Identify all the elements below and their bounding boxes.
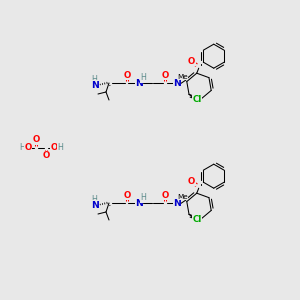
- Text: O: O: [42, 152, 50, 160]
- Text: N: N: [135, 199, 143, 208]
- Text: O: O: [161, 70, 169, 80]
- Text: H: H: [140, 194, 146, 202]
- Text: Cl: Cl: [192, 215, 202, 224]
- Text: N: N: [135, 79, 143, 88]
- Text: .: .: [108, 78, 112, 88]
- Text: H: H: [91, 196, 97, 205]
- Text: O: O: [161, 190, 169, 200]
- Text: N: N: [91, 200, 99, 209]
- Text: .: .: [108, 198, 112, 208]
- Text: Cl: Cl: [192, 95, 202, 104]
- Text: O: O: [123, 190, 130, 200]
- Text: O: O: [123, 70, 130, 80]
- Text: N: N: [91, 80, 99, 89]
- Text: O: O: [188, 177, 195, 186]
- Text: H: H: [19, 143, 25, 152]
- Text: H: H: [91, 76, 97, 85]
- Text: Me: Me: [178, 74, 188, 80]
- Text: O: O: [188, 57, 195, 66]
- Text: O: O: [24, 143, 32, 152]
- Text: Me: Me: [178, 194, 188, 200]
- Text: O: O: [32, 136, 40, 145]
- Text: H: H: [140, 74, 146, 82]
- Text: H: H: [57, 143, 63, 152]
- Text: N: N: [173, 199, 181, 208]
- Text: N: N: [173, 79, 181, 88]
- Text: O: O: [50, 143, 58, 152]
